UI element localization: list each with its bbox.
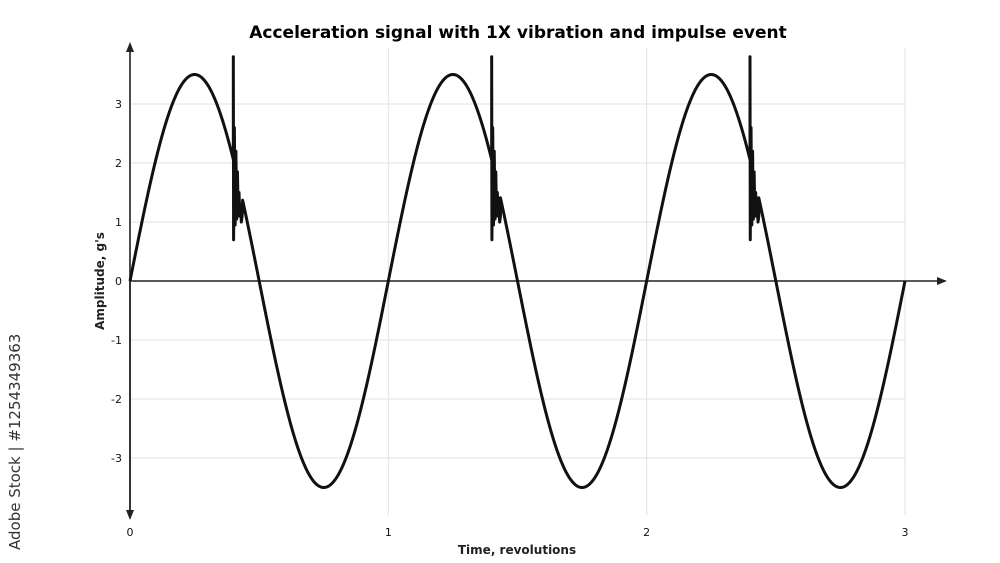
chart-title: Acceleration signal with 1X vibration an…	[249, 23, 787, 43]
x-tick-label: 3	[902, 526, 909, 539]
y-tick-label: 2	[115, 157, 122, 170]
x-tick-label: 0	[127, 526, 134, 539]
y-tick-label: 0	[115, 275, 122, 288]
y-tick-label: -1	[111, 334, 122, 347]
x-tick-labels: 0 1 2 3	[127, 526, 909, 539]
signal-line	[128, 55, 907, 489]
x-tick-label: 1	[385, 526, 392, 539]
y-tick-labels: 3 2 1 0 -1 -2 -3	[111, 98, 122, 465]
y-tick-label: -2	[111, 393, 122, 406]
y-axis-label: Amplitude, g's	[93, 232, 107, 330]
x-axis-label: Time, revolutions	[458, 543, 576, 557]
y-tick-label: -3	[111, 452, 122, 465]
y-tick-label: 1	[115, 216, 122, 229]
y-tick-label: 3	[115, 98, 122, 111]
watermark-text: Adobe Stock | #1254349363	[6, 333, 24, 550]
x-tick-label: 2	[643, 526, 650, 539]
